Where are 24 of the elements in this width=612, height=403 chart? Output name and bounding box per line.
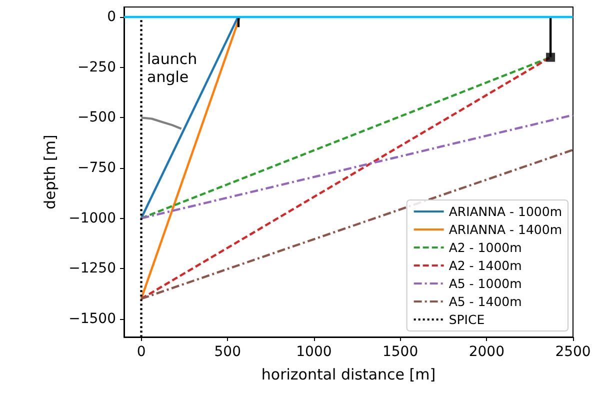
y-tick-label: −250 — [78, 59, 116, 76]
y-tick-label: 0 — [107, 9, 116, 26]
line-series — [140, 116, 182, 130]
legend-label: ARIANNA - 1000m — [448, 204, 562, 219]
legend-label: A2 - 1400m — [448, 258, 522, 273]
x-axis-title: horizontal distance [m] — [261, 366, 436, 384]
legend-label: A5 - 1000m — [448, 276, 522, 291]
x-tick-label: 1500 — [382, 344, 418, 360]
y-tick-label: −1500 — [68, 310, 116, 327]
legend-label: A5 - 1400m — [448, 294, 522, 309]
legend-label: ARIANNA - 1400m — [448, 222, 562, 237]
x-tick-label: 2000 — [468, 344, 504, 360]
y-tick-label: −1000 — [68, 210, 116, 226]
x-tick-label: 1000 — [296, 344, 332, 360]
legend-label: A2 - 1000m — [448, 240, 522, 255]
annotation: launch angle — [147, 50, 202, 86]
y-tick-label: −750 — [78, 160, 116, 176]
legend-label: SPICE — [448, 312, 485, 327]
y-tick-label: −1250 — [68, 260, 116, 277]
x-tick-label: 0 — [136, 344, 146, 360]
y-tick-label: −500 — [78, 110, 116, 126]
y-axis-title: depth [m] — [41, 134, 60, 210]
x-tick-label: 2500 — [555, 344, 591, 360]
x-tick-label: 500 — [214, 344, 241, 360]
